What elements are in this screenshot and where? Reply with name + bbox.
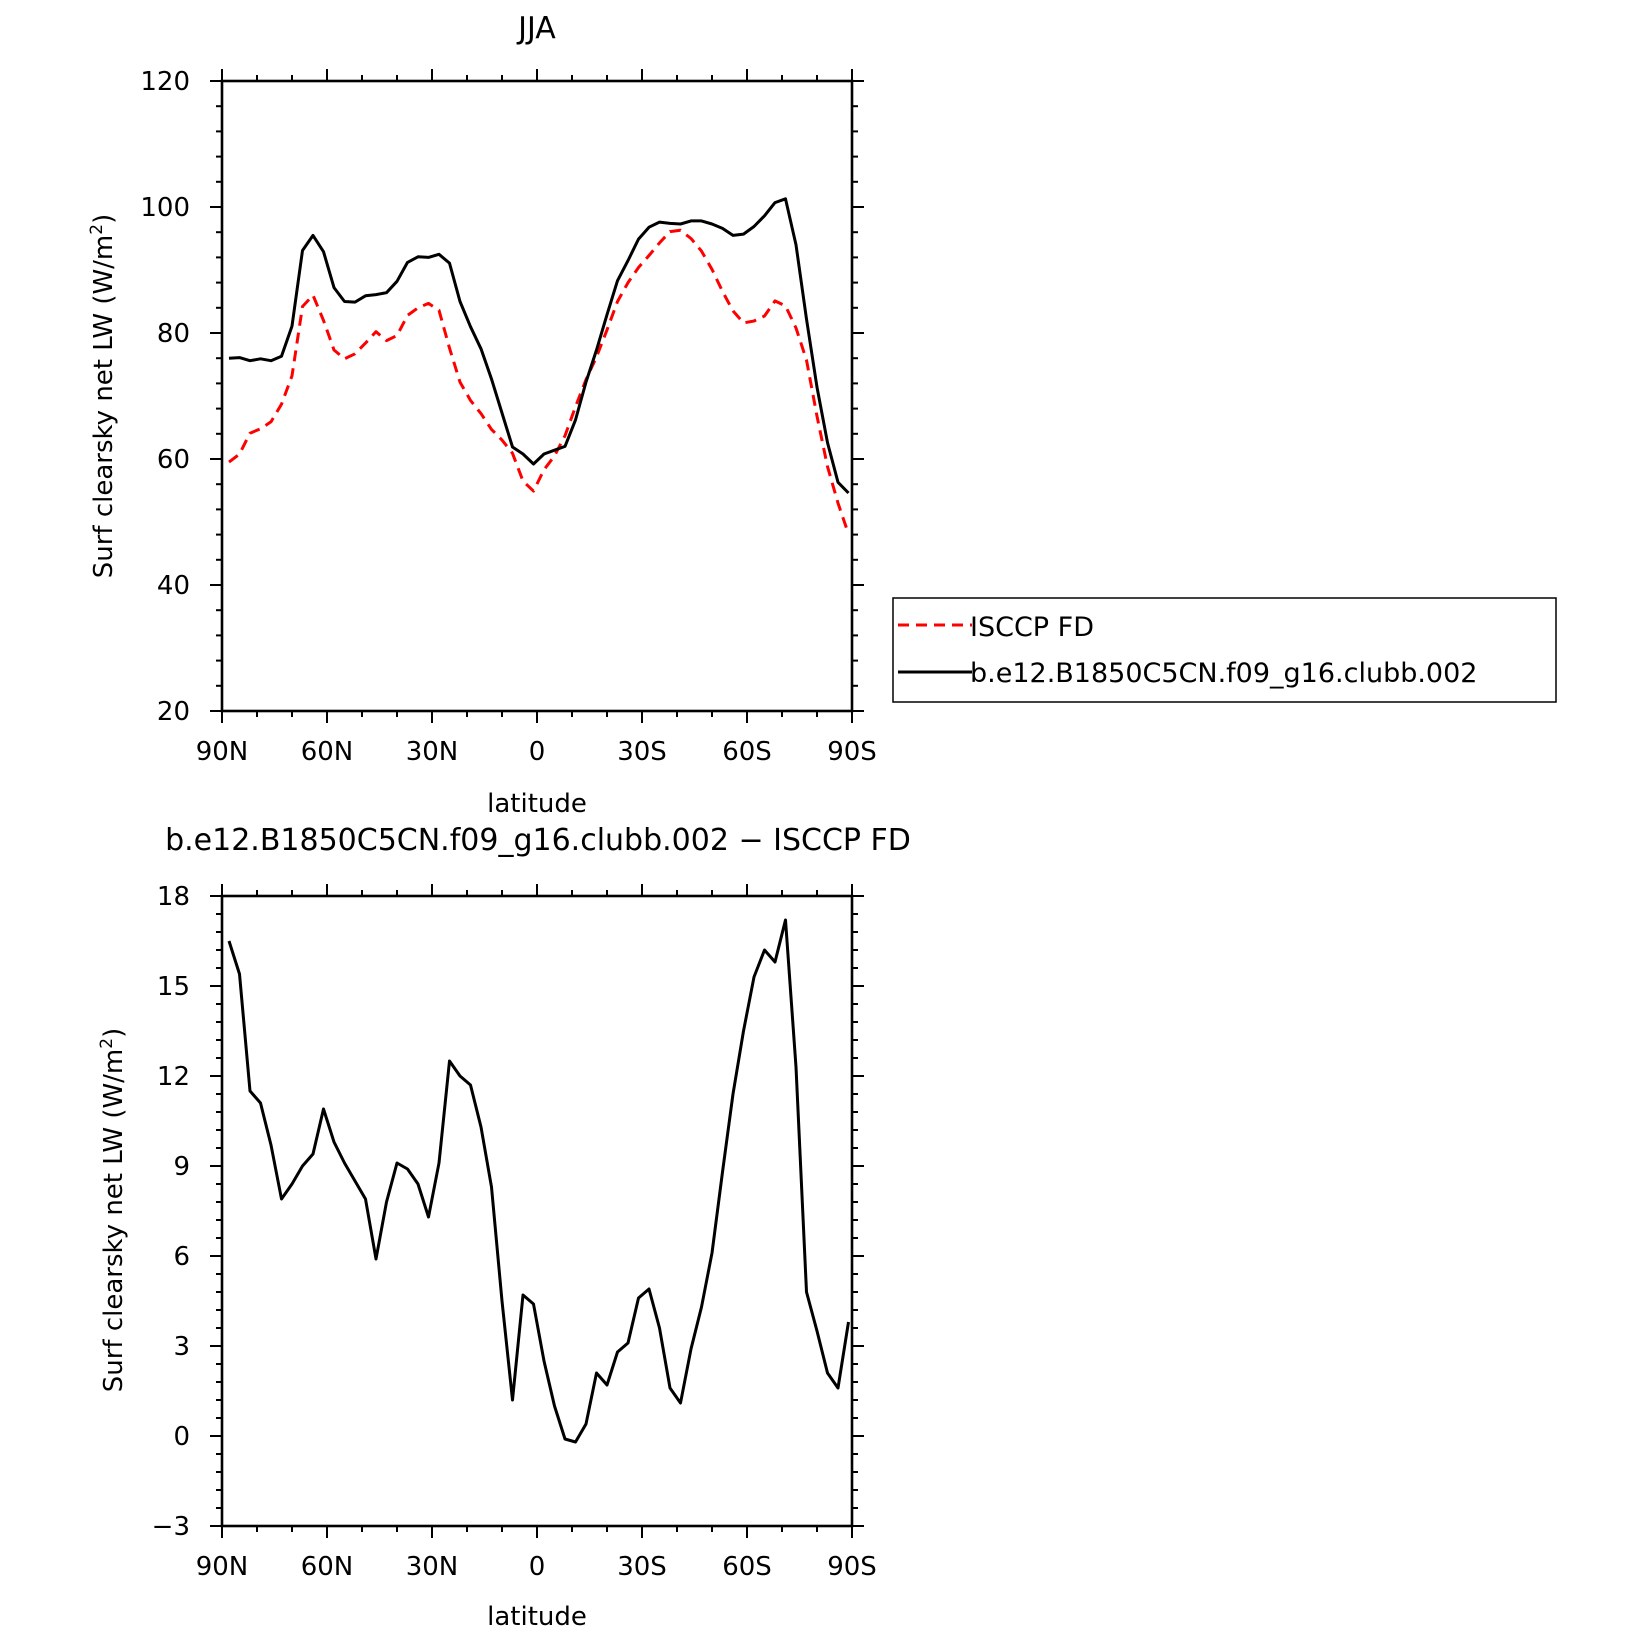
- x-tick-label: 90N: [196, 1552, 249, 1582]
- y-tick-label: 3: [173, 1332, 190, 1362]
- y-tick-label: 9: [173, 1152, 190, 1182]
- panel-bottom: b.e12.B1850C5CN.f09_g16.clubb.002 − ISCC…: [97, 823, 911, 1630]
- y-tick-label: 80: [157, 319, 190, 349]
- legend-label-isccp: ISCCP FD: [970, 612, 1094, 643]
- panel-top-series: [228, 197, 850, 535]
- panel-bottom-series: [227, 918, 850, 1444]
- series-line-isccp: [228, 228, 850, 535]
- y-tick-label: −3: [152, 1512, 190, 1542]
- panel-top: JJA 90N 60N 30N 0 30S 60S 90S 20 40 60 80 100 120 la…: [87, 11, 1557, 819]
- x-tick-label: 0: [529, 737, 546, 767]
- panel-top-title: JJA: [516, 11, 556, 46]
- y-tick-label: 12: [157, 1062, 190, 1092]
- y-tick-label: 18: [157, 882, 190, 912]
- y-tick-label: 120: [140, 67, 190, 97]
- x-tick-label: 90N: [196, 737, 249, 767]
- panel-bottom-frame: [220, 894, 854, 1528]
- panel-bottom-title: b.e12.B1850C5CN.f09_g16.clubb.002 − ISCC…: [165, 823, 911, 858]
- x-tick-label: 30S: [617, 737, 667, 767]
- x-tick-label: 30N: [406, 1552, 459, 1582]
- x-tick-label: 90S: [827, 737, 877, 767]
- legend: ISCCP FD b.e12.B1850C5CN.f09_g16.clubb.0…: [892, 597, 1557, 703]
- x-tick-label: 30S: [617, 1552, 667, 1582]
- x-tick-label: 30N: [406, 737, 459, 767]
- y-tick-label: 100: [140, 193, 190, 223]
- y-tick-label: 6: [173, 1242, 190, 1272]
- series-line-model: [228, 197, 850, 495]
- panel-bottom-xlabel: latitude: [487, 1602, 587, 1630]
- panel-bottom-ylabel: Surf clearsky net LW (W/m2): [97, 1028, 129, 1392]
- y-tick-label: 60: [157, 445, 190, 475]
- x-tick-label: 60N: [301, 1552, 354, 1582]
- panel-top-xlabel: latitude: [487, 789, 587, 819]
- y-tick-label: 0: [173, 1422, 190, 1452]
- legend-box: [892, 597, 1557, 703]
- y-tick-label: 40: [157, 571, 190, 601]
- legend-label-model: b.e12.B1850C5CN.f09_g16.clubb.002: [970, 658, 1477, 689]
- series-line-difference: [227, 918, 850, 1444]
- panel-top-ylabel: Surf clearsky net LW (W/m2): [87, 214, 119, 578]
- panel-bottom-ticks: 90N 60N 30N 0 30S 60S 90S −3 0 3 6 9 12 15 18: [152, 882, 877, 1582]
- panel-top-ticks: 90N 60N 30N 0 30S 60S 90S 20 40 60 80 100 120: [140, 67, 876, 767]
- x-tick-label: 60S: [722, 737, 772, 767]
- x-tick-label: 60S: [722, 1552, 772, 1582]
- x-tick-label: 60N: [301, 737, 354, 767]
- y-tick-label: 15: [157, 972, 190, 1002]
- y-tick-label: 20: [157, 697, 190, 727]
- panel-top-frame: [220, 79, 854, 713]
- x-tick-label: 90S: [827, 1552, 877, 1582]
- x-tick-label: 0: [529, 1552, 546, 1582]
